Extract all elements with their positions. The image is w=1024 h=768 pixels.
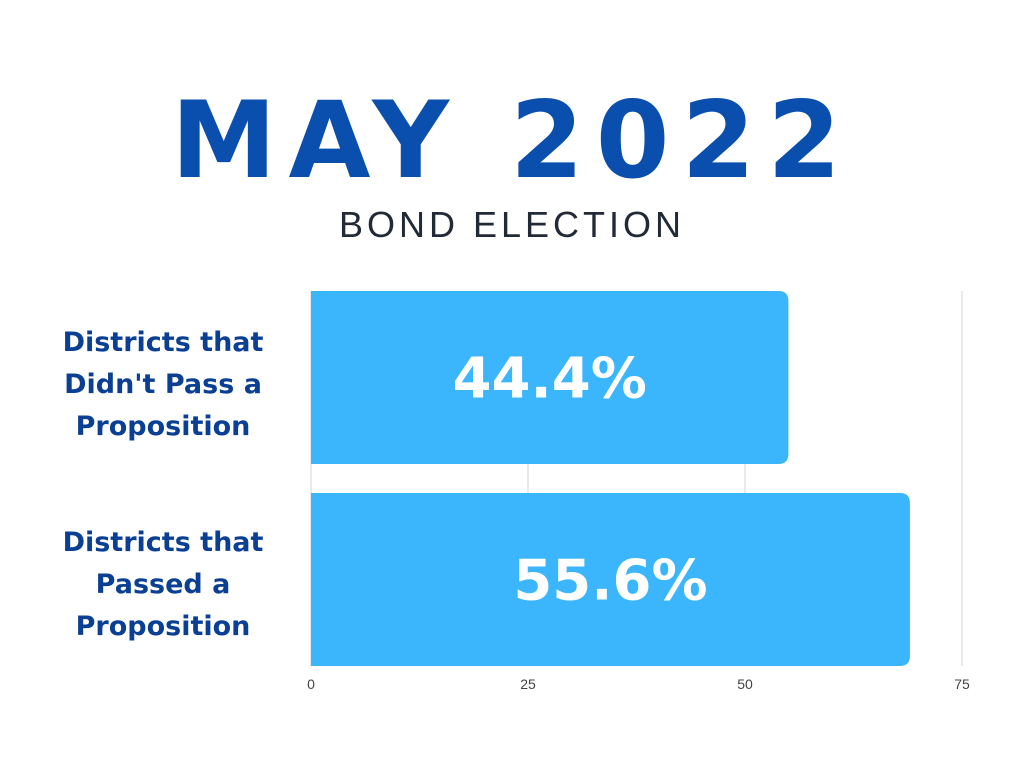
bar-data-label-0: 44.4% (453, 347, 647, 412)
category-label-1-line-2: Proposition (75, 611, 251, 642)
bar-0 (311, 291, 789, 464)
category-label-0-line-1: Didn't Pass a (64, 369, 262, 400)
category-label-0-line-0: Districts that (62, 327, 264, 358)
x-tick-label-50: 50 (737, 676, 753, 692)
category-label-1-line-0: Districts that (62, 527, 264, 558)
x-tick-label-25: 25 (520, 676, 536, 692)
category-label-1: Districts that Passed a Proposition (38, 522, 288, 648)
category-label-0-line-2: Proposition (75, 411, 251, 442)
x-tick-label-0: 0 (307, 676, 315, 692)
bar-1 (311, 493, 910, 666)
chart-subtitle: BOND ELECTION (338, 204, 686, 245)
x-tick-label-75: 75 (954, 676, 970, 692)
chart-title: MAY 2022 (170, 79, 854, 202)
category-label-0: Districts that Didn't Pass a Proposition (38, 322, 288, 448)
bar-data-label-1: 55.6% (513, 549, 707, 614)
category-label-1-line-1: Passed a (95, 569, 231, 600)
